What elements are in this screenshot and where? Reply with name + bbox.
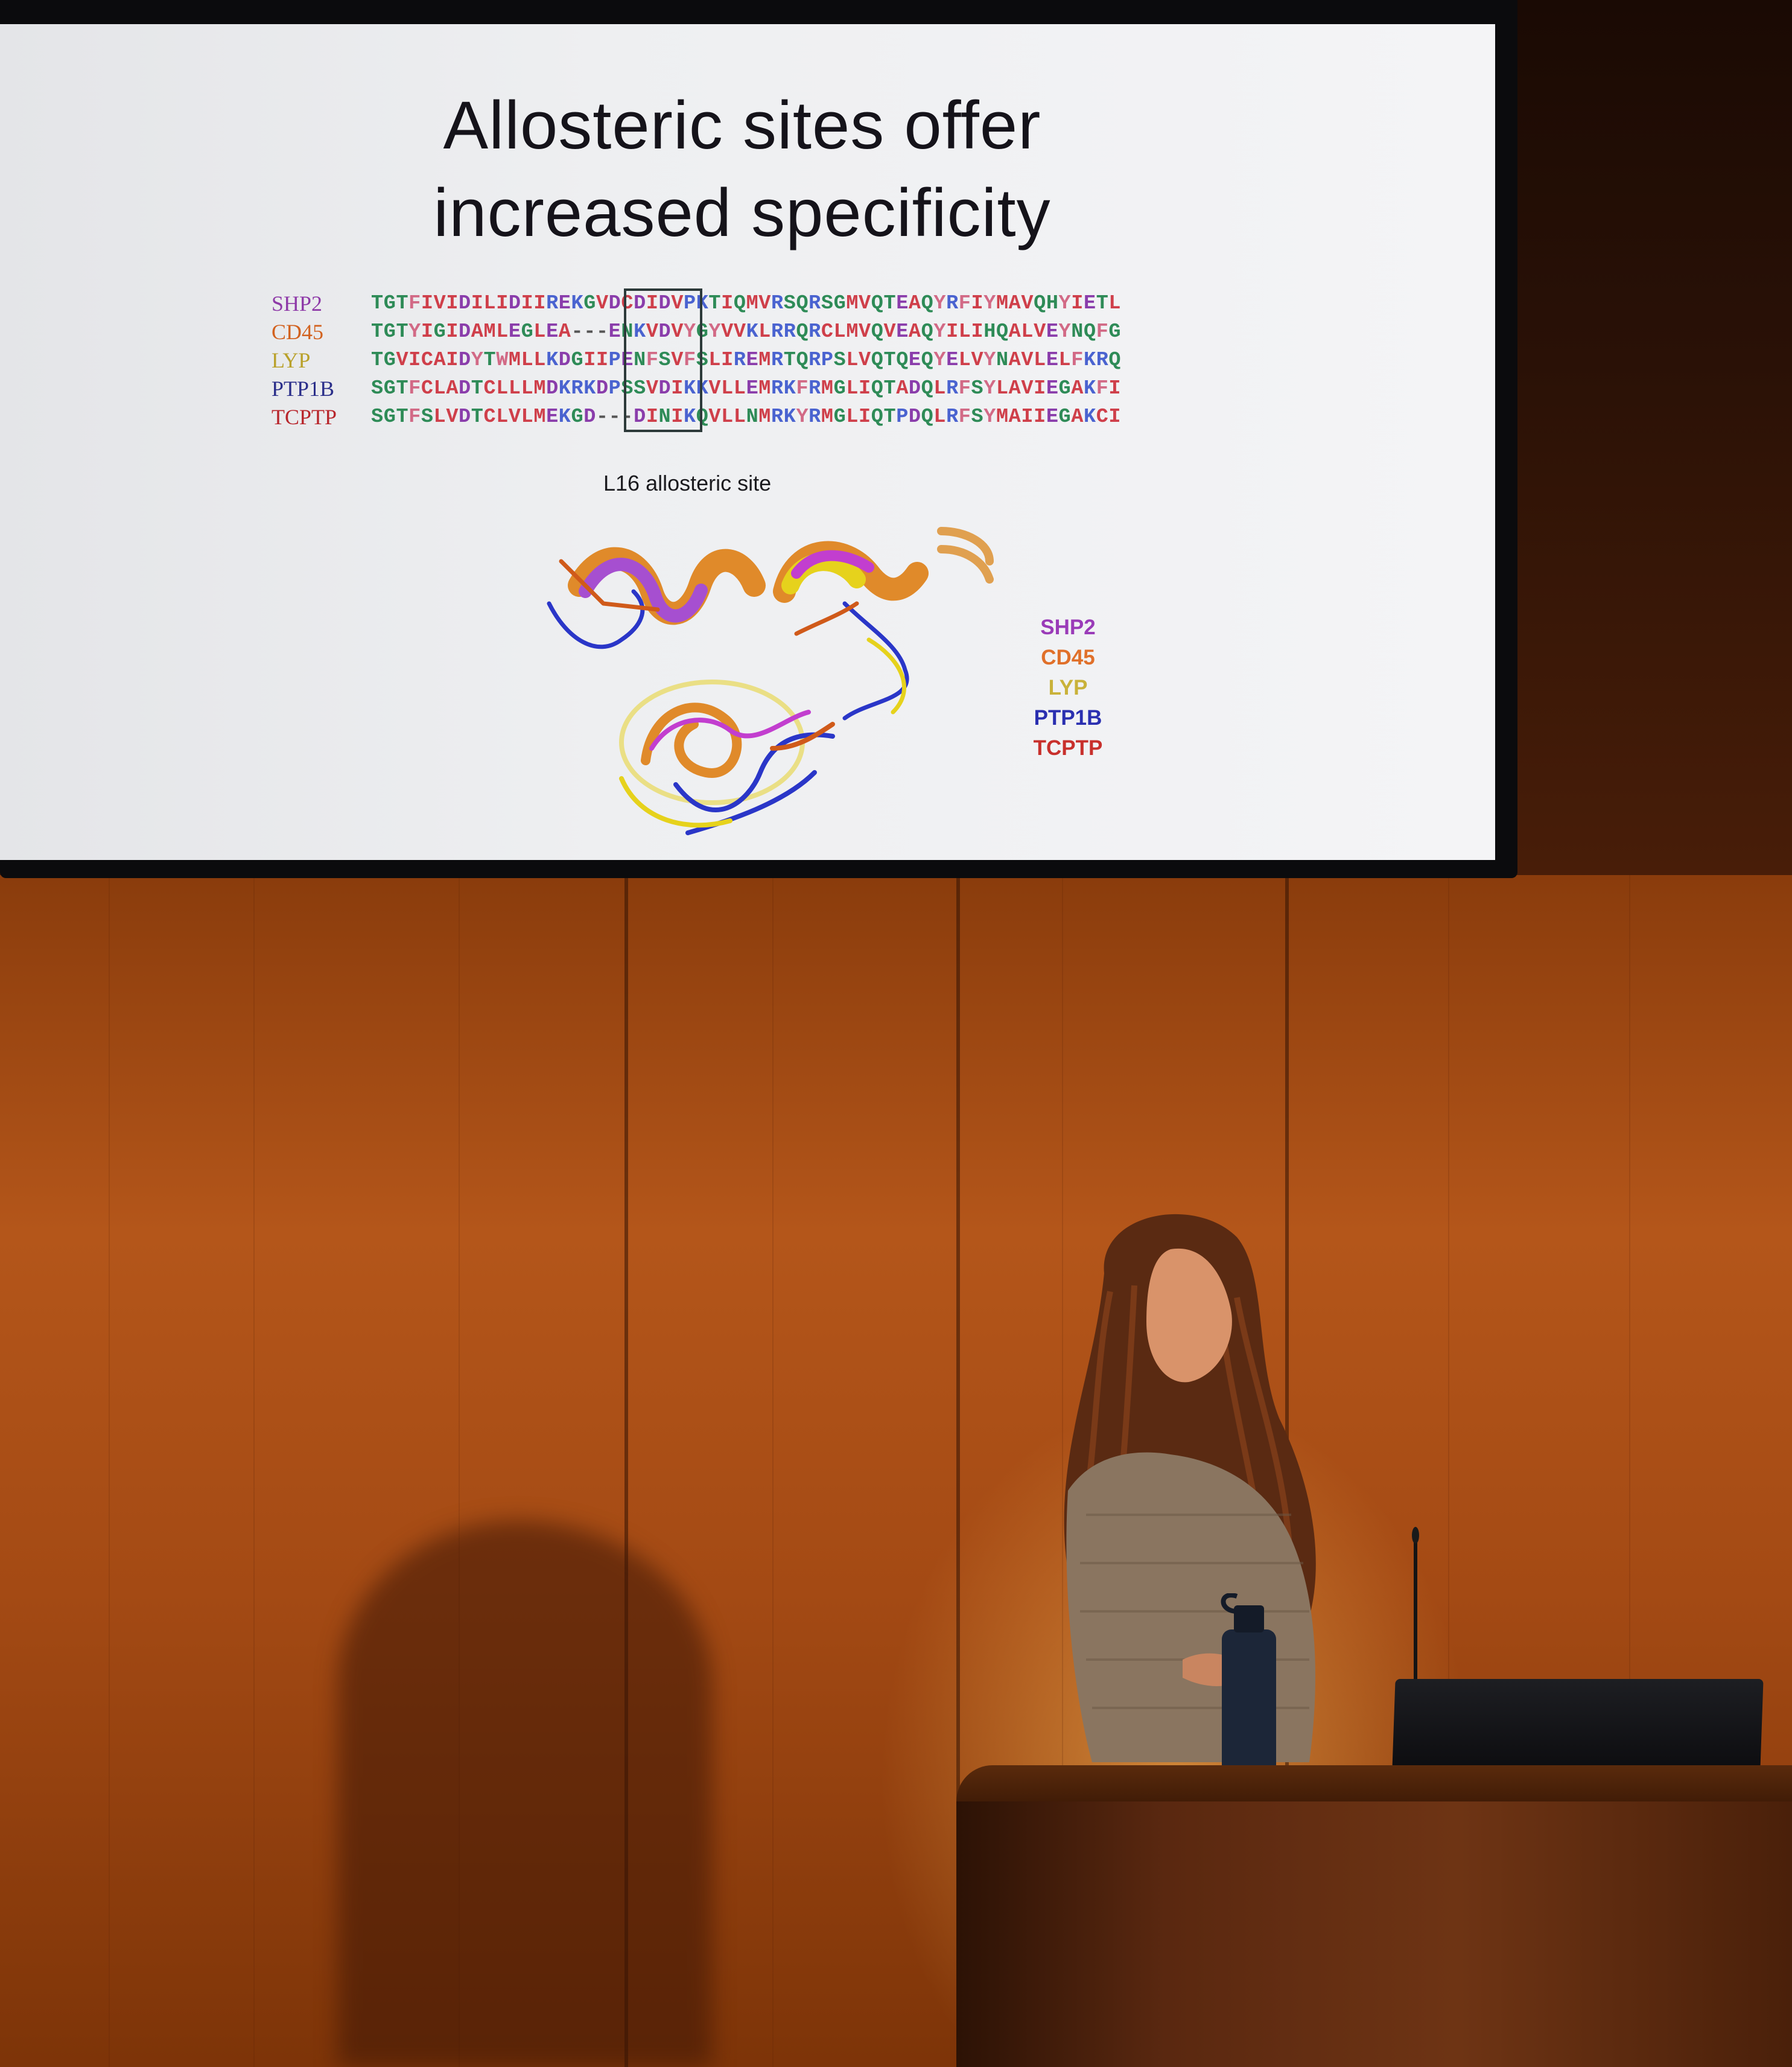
helix-ribbons [568,527,994,625]
alignment-highlight-box [624,288,702,432]
panel-seam [624,875,628,2067]
slide-title-line: increased specificity [433,175,1051,250]
wood-grain [1062,875,1063,2067]
speaker-person [1064,1214,1316,1762]
podium-top [956,1765,1792,1807]
display-screen: Allosteric sites offer increased specifi… [0,0,1517,878]
alignment-row-sequence: SGTFCLADTCLLLMDKRKDPSSVDIKKVLLEMRKFRMGLI… [371,377,1122,400]
alignment-row-name: SHP2 [272,291,323,316]
alignment-row-name: LYP [272,348,311,372]
wood-grain [253,875,255,2067]
protein-structure-image [547,527,994,835]
alignment-row-name: CD45 [272,320,324,344]
slide-title-line: Allosteric sites offer [443,88,1041,163]
legend-item: SHP2 [1040,616,1096,639]
podium-front [956,1801,1792,2067]
wood-grain [772,875,774,2067]
hair-strands [1071,1285,1294,1594]
alignment-row-sequence: SGTFSLVDTCLVLMEKGD---DINIKQVLLNMRKYRMGLI… [371,406,1122,428]
sequence-alignment: SHP2 TGTFIVIDILIDIIREKGVDCDIDVPKTIQMVRSQR… [272,290,1267,435]
slide-title: Allosteric sites offer increased specifi… [338,81,1146,256]
legend-item: TCPTP [1033,736,1103,760]
legend-item: PTP1B [1034,706,1102,730]
lower-loop-bundle [619,680,835,835]
alignment-row-name: PTP1B [272,377,335,401]
structure-legend: SHP2 CD45 LYP PTP1B TCPTP [1002,613,1134,763]
alignment-row-sequence: TGVICAIDYTWMLLKDGIIPENFSVFSLIREMRTQRPSLV… [371,349,1122,372]
face [1146,1248,1232,1383]
presentation-slide: Allosteric sites offer increased specifi… [0,24,1495,860]
podium [956,1765,1792,2067]
microphone [1412,1527,1419,1768]
water-bottle [1221,1593,1276,1780]
loop-coils [547,559,909,721]
jacket-texture [1080,1514,1309,1709]
wood-grain [1448,875,1449,2067]
legend-item: LYP [1048,676,1088,699]
wood-grain [1629,875,1630,2067]
alignment-row-name: TCPTP [272,405,337,429]
wood-grain [109,875,110,2067]
wood-grain [459,875,460,2067]
legend-item: CD45 [1041,646,1095,669]
laptop [1392,1679,1764,1769]
alignment-row-sequence: TGTFIVIDILIDIIREKGVDCDIDVPKTIQMVRSQRSGMV… [371,292,1122,315]
speaker-shadow [338,1521,712,2067]
structure-caption: L16 allosteric site [603,471,772,495]
panel-seam [956,875,960,2067]
alignment-row-sequence: TGTYIGIDAMLEGLEA---ENKVDVYGYVVKLRRQRCLMV… [371,320,1122,343]
